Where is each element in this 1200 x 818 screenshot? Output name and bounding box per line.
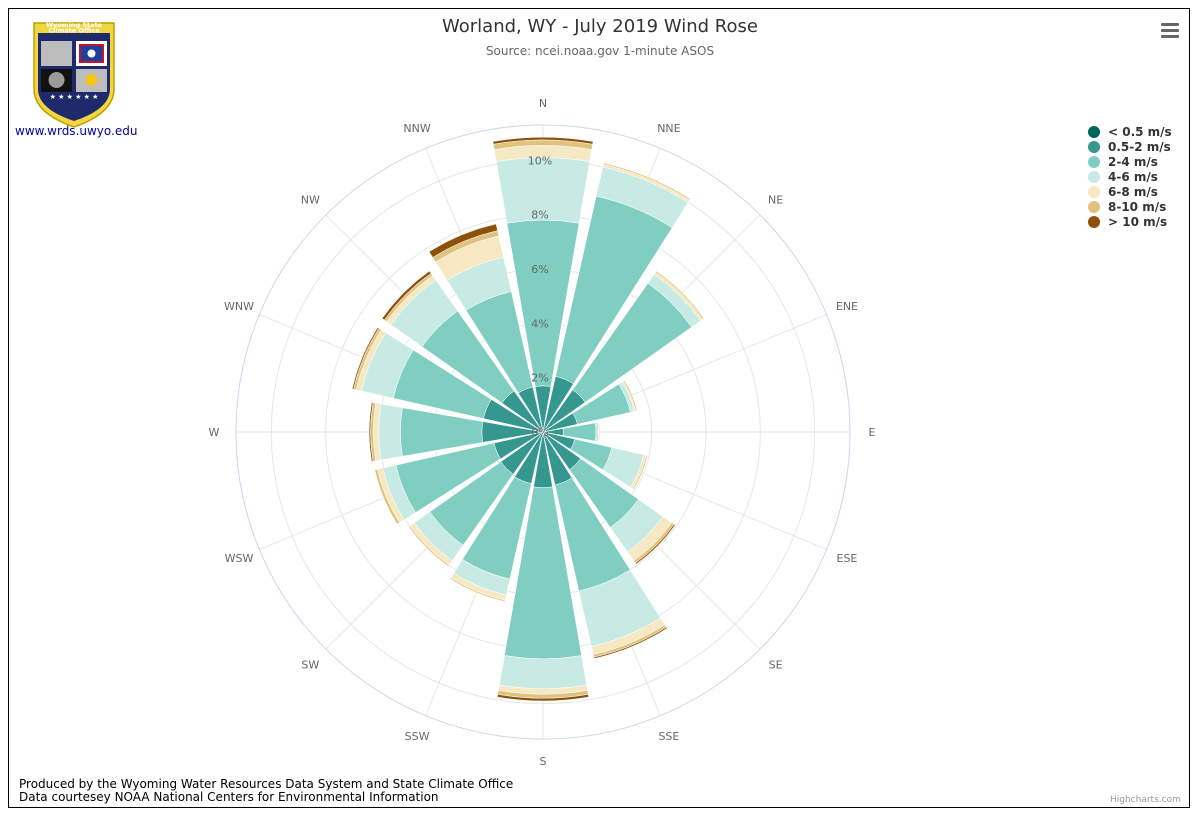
direction-label-nnw: NNW	[403, 122, 430, 135]
legend-item-0[interactable]: < 0.5 m/s	[1088, 124, 1172, 139]
legend-dot-6	[1088, 215, 1100, 228]
wedge-ese-series-5[interactable]	[632, 455, 648, 490]
legend-label-0: < 0.5 m/s	[1108, 124, 1172, 139]
wedge-se-series-6[interactable]	[635, 524, 676, 565]
chart-title: Worland, WY - July 2019 Wind Rose	[442, 16, 758, 37]
legend-dot-2	[1088, 155, 1100, 168]
hamburger-menu-icon[interactable]	[1156, 20, 1184, 42]
direction-label-ne: NE	[768, 193, 783, 206]
legend-dot-0	[1088, 125, 1100, 138]
direction-label-ene: ENE	[836, 300, 858, 313]
legend-dot-3	[1088, 170, 1100, 183]
wedge-sse-series-6[interactable]	[593, 626, 668, 659]
y-tick-label-5: 10%	[528, 154, 552, 167]
direction-label-wsw: WSW	[225, 552, 254, 565]
wedge-wsw-series-5[interactable]	[374, 469, 400, 525]
direction-label-e: E	[869, 426, 876, 439]
direction-label-nw: NW	[301, 193, 320, 206]
wedge-ssw-series-5[interactable]	[449, 577, 506, 602]
wedge-nnw-series-6[interactable]	[428, 223, 498, 258]
wedge-ene-series-5[interactable]	[623, 380, 638, 412]
legend-dot-5	[1088, 200, 1100, 213]
wedge-e-series-4[interactable]	[597, 422, 601, 442]
direction-label-n: N	[539, 97, 547, 110]
legend-item-4[interactable]: 6-8 m/s	[1088, 184, 1172, 199]
direction-label-sse: SSE	[658, 730, 679, 743]
legend-item-5[interactable]: 8-10 m/s	[1088, 199, 1172, 214]
chart-legend: < 0.5 m/s 0.5-2 m/s 2-4 m/s 4-6 m/s 6-8 m/s 8…	[1088, 124, 1172, 229]
direction-label-w: W	[209, 426, 220, 439]
legend-dot-1	[1088, 140, 1100, 153]
wedge-wnw-series-6[interactable]	[351, 327, 380, 390]
wedge-w-series-6[interactable]	[368, 402, 374, 462]
legend-label-2: 2-4 m/s	[1108, 154, 1158, 169]
legend-dot-4	[1088, 185, 1100, 198]
wedge-sw-series-5[interactable]	[408, 525, 450, 567]
footer-note: Produced by the Wyoming Water Resources …	[19, 778, 513, 804]
y-tick-label-4: 8%	[531, 209, 548, 222]
wedge-n-series-6[interactable]	[492, 136, 594, 145]
legend-label-4: 6-8 m/s	[1108, 184, 1158, 199]
svg-text:★ ★ ★ ★ ★ ★: ★ ★ ★ ★ ★ ★	[50, 93, 99, 101]
legend-item-6[interactable]: > 10 m/s	[1088, 214, 1172, 229]
direction-label-wnw: WNW	[224, 300, 254, 313]
legend-item-2[interactable]: 2-4 m/s	[1088, 154, 1172, 169]
wedge-nne-series-5[interactable]	[603, 162, 691, 201]
polar-outer-circle	[235, 124, 851, 740]
footer-line-produced-by: Produced by the Wyoming Water Resources …	[19, 777, 514, 791]
logo-text-line2: Climate Office	[48, 27, 100, 35]
y-tick-label-3: 6%	[531, 263, 548, 276]
direction-label-s: S	[540, 755, 547, 768]
y-tick-label-2: 4%	[531, 317, 548, 330]
wedge-ne-series-5[interactable]	[655, 270, 705, 320]
legend-label-3: 4-6 m/s	[1108, 169, 1158, 184]
footer-line-data-courtesy: Data courtesey NOAA National Centers for…	[19, 790, 439, 804]
direction-label-sw: SW	[301, 659, 319, 672]
legend-item-1[interactable]: 0.5-2 m/s	[1088, 139, 1172, 154]
legend-item-3[interactable]: 4-6 m/s	[1088, 169, 1172, 184]
wedge-s-series-3[interactable]	[499, 655, 587, 689]
direction-label-ssw: SSW	[405, 730, 430, 743]
logo-text-line1: Wyoming State	[46, 21, 103, 29]
wrds-website-link[interactable]: www.wrds.uwyo.edu	[15, 124, 138, 138]
wedge-w-series-3[interactable]	[378, 403, 403, 461]
highcharts-credits-link[interactable]: Highcharts.com	[1110, 795, 1181, 805]
legend-label-1: 0.5-2 m/s	[1108, 139, 1171, 154]
wedge-nw-series-6[interactable]	[381, 270, 432, 321]
direction-label-se: SE	[769, 659, 783, 672]
legend-label-6: > 10 m/s	[1108, 214, 1168, 229]
y-tick-label-1: 2%	[531, 372, 548, 385]
wedge-s-series-6[interactable]	[496, 694, 590, 702]
y-tick-label-0: 0%	[531, 426, 548, 439]
chart-subtitle: Source: ncei.noaa.gov 1-minute ASOS	[485, 44, 715, 58]
direction-label-ese: ESE	[837, 552, 858, 565]
legend-label-5: 8-10 m/s	[1108, 199, 1167, 214]
chart-frame	[8, 8, 1190, 808]
climate-office-logo: ★ ★ ★ ★ ★ ★ Wyoming State Climate Office	[33, 21, 115, 128]
direction-label-nne: NNE	[657, 122, 680, 135]
